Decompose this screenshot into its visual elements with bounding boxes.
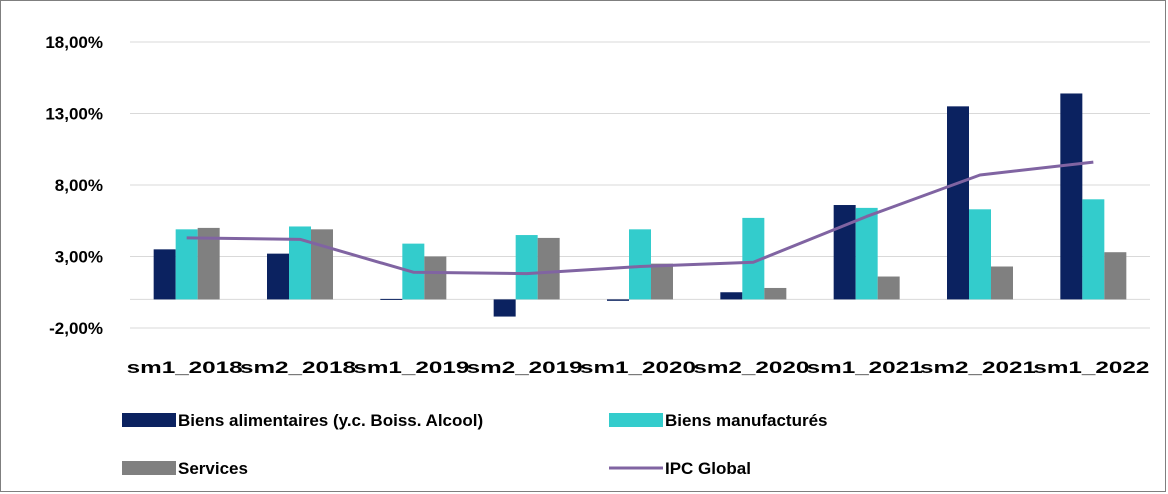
bar-biens-alimentaires-y-c-boiss-alcool-sm2_2018 <box>267 253 289 300</box>
bar-biens-alimentaires-y-c-boiss-alcool-sm2_2020 <box>720 292 743 300</box>
bar-biens-manufactures-sm2_2020 <box>742 217 765 300</box>
legend-item-biens-manufactures: Biens manufacturés <box>609 411 828 430</box>
bar-services-sm1_2019 <box>424 256 447 300</box>
bar-biens-alimentaires-y-c-boiss-alcool-sm2_2019 <box>493 299 516 317</box>
legend: Biens alimentaires (y.c. Boiss. Alcool) B… <box>122 411 828 478</box>
bar-biens-manufactures-sm1_2018 <box>175 229 198 300</box>
legend-swatch-biens-manufactures <box>609 413 663 427</box>
bar-biens-manufactures-sm1_2022 <box>1082 199 1105 300</box>
x-tick-label: sm1_2022 <box>1033 358 1149 377</box>
x-tick-label: sm1_2019 <box>353 358 469 377</box>
bars-layer <box>153 93 1127 317</box>
y-axis: -2,00% 3,00% 8,00% 13,00% 18,00% <box>45 33 103 338</box>
x-axis: sm1_2018sm2_2018sm1_2019sm2_2019sm1_2020… <box>127 358 1150 377</box>
y-tick-label: 18,00% <box>45 33 103 52</box>
bar-services-sm1_2021 <box>877 276 900 300</box>
y-tick-label: 13,00% <box>45 105 103 124</box>
x-tick-label: sm1_2018 <box>127 358 243 377</box>
x-tick-label: sm2_2018 <box>240 358 356 377</box>
legend-label: IPC Global <box>665 459 751 478</box>
x-tick-label: sm2_2021 <box>920 358 1036 377</box>
bar-biens-alimentaires-y-c-boiss-alcool-sm1_2019 <box>380 298 403 300</box>
y-tick-label: -2,00% <box>49 319 103 338</box>
bar-services-sm1_2022 <box>1104 252 1127 300</box>
bar-services-sm2_2019 <box>537 237 560 300</box>
legend-label: Services <box>178 459 248 478</box>
y-tick-label: 3,00% <box>55 248 103 267</box>
legend-swatch-biens-alimentaires-y-c-boiss-alcool <box>122 413 176 427</box>
x-tick-label: sm1_2020 <box>580 358 696 377</box>
bar-biens-manufactures-sm2_2018 <box>289 226 311 300</box>
legend-item-biens-alimentaires-y-c-boiss-alcool: Biens alimentaires (y.c. Boiss. Alcool) <box>122 411 483 430</box>
bar-biens-manufactures-sm1_2021 <box>855 207 878 300</box>
bar-biens-manufactures-sm1_2020 <box>629 229 651 300</box>
bar-biens-manufactures-sm2_2019 <box>515 235 538 300</box>
x-tick-label: sm1_2021 <box>807 358 923 377</box>
y-tick-label: 8,00% <box>55 176 103 195</box>
bar-biens-alimentaires-y-c-boiss-alcool-sm2_2021 <box>947 106 969 300</box>
legend-item-services: Services <box>122 459 248 478</box>
bar-services-sm2_2021 <box>991 266 1013 300</box>
legend-label: Biens manufacturés <box>665 411 828 430</box>
line-ipc-global <box>186 160 1094 276</box>
bar-services-sm1_2018 <box>197 227 220 300</box>
legend-swatch-services <box>122 461 176 475</box>
bar-biens-alimentaires-y-c-boiss-alcool-sm1_2018 <box>153 249 176 300</box>
bar-biens-alimentaires-y-c-boiss-alcool-sm1_2020 <box>607 299 629 301</box>
bar-services-sm1_2020 <box>651 263 673 300</box>
bar-biens-alimentaires-y-c-boiss-alcool-sm1_2021 <box>833 205 856 300</box>
line-layer <box>186 160 1094 276</box>
x-tick-label: sm2_2020 <box>693 358 809 377</box>
bar-services-sm2_2020 <box>764 287 787 300</box>
legend-item-ipc-global: IPC Global <box>609 459 751 478</box>
legend-label: Biens alimentaires (y.c. Boiss. Alcool) <box>178 411 483 430</box>
bar-biens-alimentaires-y-c-boiss-alcool-sm1_2022 <box>1060 93 1083 300</box>
bar-services-sm2_2018 <box>311 229 333 300</box>
x-tick-label: sm2_2019 <box>467 358 583 377</box>
bar-biens-manufactures-sm2_2021 <box>969 209 991 300</box>
